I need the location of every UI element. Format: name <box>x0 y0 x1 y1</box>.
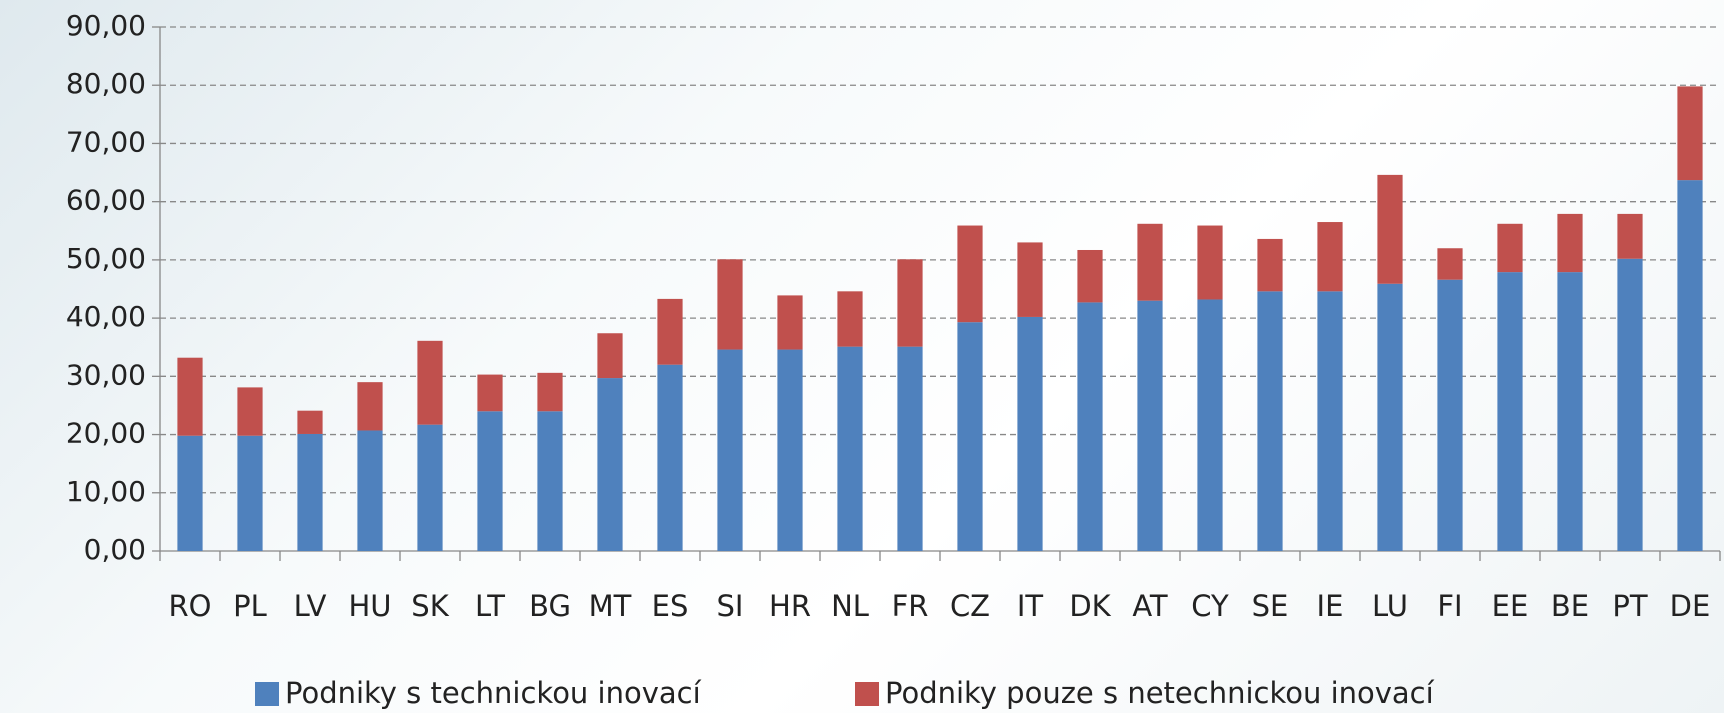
bar-segment <box>297 433 323 551</box>
x-tick-label: DK <box>1069 589 1111 623</box>
x-tick-label: AT <box>1132 589 1168 623</box>
y-tick-label: 30,00 <box>66 358 146 391</box>
bar-segment <box>1377 283 1403 551</box>
bar-segment <box>297 410 323 434</box>
bar-segment <box>537 372 563 412</box>
y-tick-label: 20,00 <box>66 417 146 450</box>
x-tick-label: RO <box>169 589 212 623</box>
x-tick-label: BG <box>529 589 571 623</box>
bar-segment <box>477 411 503 551</box>
x-tick-label: EE <box>1492 589 1529 623</box>
x-tick-label: SE <box>1252 589 1289 623</box>
y-tick-label: 50,00 <box>66 242 146 275</box>
bar-segment <box>837 291 863 347</box>
bar-segment <box>1617 213 1643 259</box>
y-tick-label: 60,00 <box>66 184 146 217</box>
bar-segment <box>1377 174 1403 284</box>
bar-segment <box>357 430 383 551</box>
bar-segment <box>1497 272 1523 551</box>
bar-segment <box>957 322 983 551</box>
bar-segment <box>897 346 923 551</box>
legend-swatch <box>855 682 879 706</box>
bar-segment <box>237 435 263 551</box>
x-tick-label: MT <box>589 589 632 623</box>
bar-segment <box>1137 223 1163 301</box>
bar-segment <box>1677 180 1703 551</box>
bar-segment <box>1197 225 1223 300</box>
x-tick-label: BE <box>1551 589 1589 623</box>
bar-segment <box>837 346 863 551</box>
bar-segment <box>1137 300 1163 551</box>
bar-segment <box>1557 213 1583 273</box>
y-tick-label: 10,00 <box>66 475 146 508</box>
legend-label: Podniky s technickou inovací <box>285 676 702 710</box>
bar-segment <box>417 424 443 551</box>
bar-segment <box>1017 316 1043 551</box>
bar-segment <box>1257 238 1283 292</box>
bar-segment <box>1317 222 1343 292</box>
bar-segment <box>477 374 503 412</box>
bar-segment <box>777 349 803 551</box>
bar-segment <box>1617 258 1643 551</box>
x-tick-label: PT <box>1612 589 1647 623</box>
y-tick-label: 40,00 <box>66 300 146 333</box>
x-tick-label: HU <box>348 589 391 623</box>
x-tick-label: LU <box>1372 589 1408 623</box>
bar-segment <box>1437 279 1463 551</box>
bar-segment <box>1497 223 1523 273</box>
bar-segment <box>1197 299 1223 551</box>
x-tick-label: IT <box>1017 589 1044 623</box>
bar-segment <box>1437 248 1463 280</box>
x-tick-label: FR <box>892 589 929 623</box>
x-tick-label: IE <box>1317 589 1344 623</box>
bar-segment <box>777 295 803 350</box>
bar-segment <box>417 340 443 425</box>
bar-segment <box>717 259 743 350</box>
bar-segment <box>1317 291 1343 551</box>
bar-segment <box>717 349 743 551</box>
x-tick-label: LT <box>475 589 505 623</box>
x-tick-label: CZ <box>950 589 990 623</box>
bar-segment <box>1077 249 1103 303</box>
bar-segment <box>357 382 383 431</box>
bar-segment <box>1077 302 1103 551</box>
x-tick-label: ES <box>652 589 689 623</box>
bar-segment <box>537 411 563 551</box>
bar-segment <box>597 333 623 379</box>
bar-segment <box>657 364 683 551</box>
bar-segment <box>177 357 203 436</box>
bar-segment <box>237 387 263 436</box>
x-tick-label: DE <box>1670 589 1711 623</box>
bar-segment <box>957 225 983 323</box>
x-tick-label: SK <box>411 589 449 623</box>
y-tick-label: 80,00 <box>66 67 146 100</box>
bar-segment <box>657 298 683 365</box>
x-tick-label: CY <box>1191 589 1229 623</box>
x-tick-label: SI <box>717 589 744 623</box>
bar-segment <box>1557 272 1583 551</box>
x-tick-label: PL <box>233 589 267 623</box>
x-tick-label: NL <box>831 589 869 623</box>
y-tick-label: 90,00 <box>66 9 146 42</box>
x-tick-label: FI <box>1437 589 1462 623</box>
bar-segment <box>897 259 923 347</box>
x-tick-label: HR <box>769 589 811 623</box>
legend-swatch <box>255 682 279 706</box>
legend-label: Podniky pouze s netechnickou inovací <box>885 676 1435 710</box>
bar-segment <box>597 378 623 551</box>
bar-segment <box>1677 86 1703 181</box>
bar-segment <box>1017 242 1043 317</box>
bar-segment <box>177 435 203 551</box>
y-tick-label: 70,00 <box>66 125 146 158</box>
bar-segment <box>1257 291 1283 551</box>
y-tick-label: 0,00 <box>84 533 146 566</box>
x-tick-label: LV <box>294 589 327 623</box>
